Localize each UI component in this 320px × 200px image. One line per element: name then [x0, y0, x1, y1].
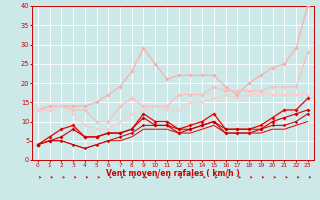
X-axis label: Vent moyen/en rafales ( km/h ): Vent moyen/en rafales ( km/h ): [106, 169, 240, 178]
